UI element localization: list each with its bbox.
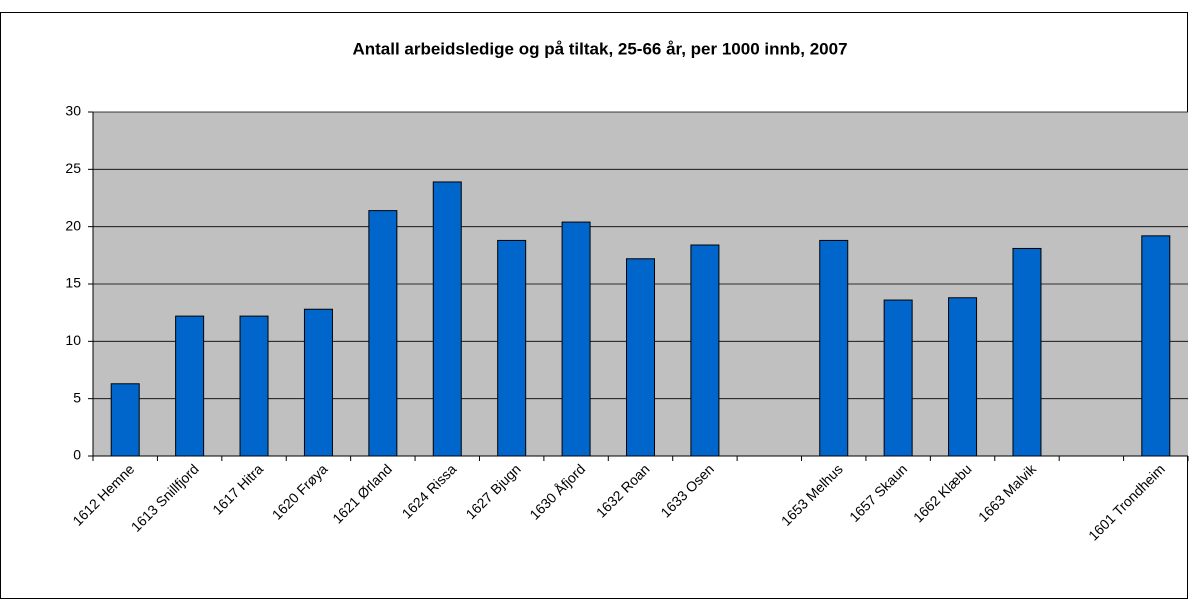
- bar: [110, 383, 140, 457]
- y-tick-label: 0: [73, 447, 81, 463]
- bar: [432, 181, 462, 457]
- bar: [561, 221, 591, 457]
- bar: [883, 299, 913, 457]
- bar: [948, 297, 978, 457]
- bar: [175, 315, 205, 457]
- y-tick-label: 25: [65, 160, 81, 176]
- y-tick-label: 20: [65, 217, 81, 233]
- bar: [819, 239, 849, 457]
- y-tick-label: 5: [73, 389, 81, 405]
- y-tick-label: 15: [65, 275, 81, 291]
- bar: [497, 239, 527, 457]
- bar: [626, 258, 655, 457]
- bar: [1141, 235, 1171, 457]
- bar: [1012, 247, 1042, 457]
- y-tick-label: 30: [65, 103, 81, 119]
- bar: [239, 315, 269, 457]
- bar: [303, 308, 333, 457]
- chart-title: Antall arbeidsledige og på tiltak, 25-66…: [352, 39, 847, 58]
- bar: [368, 210, 398, 457]
- y-tick-label: 10: [65, 332, 81, 348]
- bar: [690, 244, 720, 457]
